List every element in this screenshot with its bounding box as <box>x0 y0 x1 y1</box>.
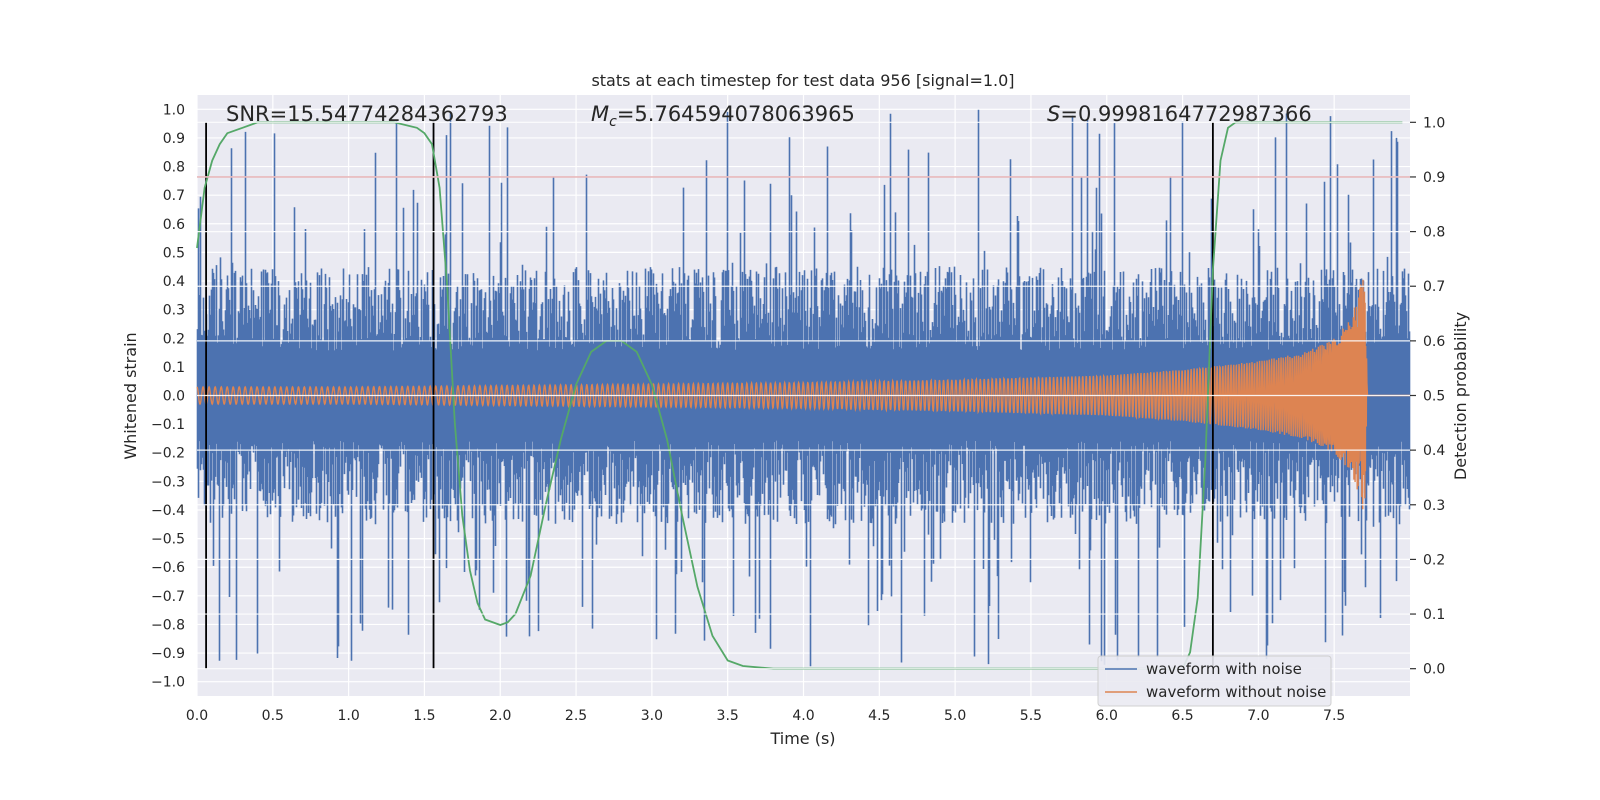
y-tick-label: 0.3 <box>163 303 185 319</box>
x-tick-label: 4.0 <box>792 708 814 724</box>
y-tick-label: −0.1 <box>151 417 185 433</box>
y-right-tick-label: 0.8 <box>1423 225 1445 241</box>
legend-label-signal: waveform without noise <box>1146 683 1326 701</box>
y-tick-label: 0.4 <box>163 274 185 290</box>
y-tick-label: 0.1 <box>163 360 185 376</box>
x-tick-label: 3.5 <box>717 708 739 724</box>
legend-frame <box>1097 655 1332 707</box>
s-value: =0.9998164772987366 <box>1060 102 1311 126</box>
s-symbol: S <box>1047 102 1060 126</box>
y-tick-label: −0.3 <box>151 474 185 490</box>
y-tick-label: 0.2 <box>163 331 185 347</box>
chirp-mass-value: =5.764594078063965 <box>617 102 855 126</box>
x-tick-label: 5.0 <box>944 708 966 724</box>
snr-annotation: SNR=15.54774284362793 <box>226 102 508 126</box>
y-tick-label: 1.0 <box>163 102 185 118</box>
y-right-tick-label: 0.2 <box>1423 552 1445 568</box>
x-tick-label: 7.0 <box>1247 708 1269 724</box>
y-right-tick-label: 0.5 <box>1423 389 1445 405</box>
y-tick-label: −0.4 <box>151 503 185 519</box>
y-tick-label: −0.6 <box>151 560 185 576</box>
y-right-tick-label: 0.1 <box>1423 607 1445 623</box>
s-annotation: S=0.9998164772987366 <box>1047 102 1312 126</box>
x-tick-label: 1.5 <box>413 708 435 724</box>
chart-title: stats at each timestep for test data 956… <box>591 71 1014 90</box>
y-right-axis-label: Detection probability <box>1451 312 1470 480</box>
x-tick-label: 2.5 <box>565 708 587 724</box>
y-right-tick-label: 0.6 <box>1423 334 1445 350</box>
x-axis-label: Time (s) <box>769 729 835 748</box>
chirp-mass-subscript: c <box>609 114 617 130</box>
legend-label-noise: waveform with noise <box>1146 660 1302 678</box>
y-tick-label: −0.2 <box>151 446 185 462</box>
x-tick-label: 0.5 <box>262 708 284 724</box>
y-right-tick-label: 0.0 <box>1423 662 1445 678</box>
y-right-tick-label: 1.0 <box>1423 115 1445 131</box>
y-right-tick-label: 0.9 <box>1423 170 1445 186</box>
y-tick-label: 0.6 <box>163 217 185 233</box>
y-tick-label: 0.9 <box>163 131 185 147</box>
y-right-tick-label: 0.4 <box>1423 443 1445 459</box>
y-tick-label: −1.0 <box>151 675 185 691</box>
y-tick-label: 0.0 <box>163 389 185 405</box>
chirp-mass-annotation: Mc=5.764594078063965 <box>591 102 855 130</box>
x-tick-label: 3.0 <box>641 708 663 724</box>
x-tick-label: 6.0 <box>1096 708 1118 724</box>
x-tick-label: 4.5 <box>868 708 890 724</box>
tick-labels: 0.0 0.5 1.0 1.5 2.0 2.5 3.0 3.5 4.0 4.5 5.0 5.5 6.0 6… <box>151 102 1445 724</box>
y-axis-label: Whitened strain <box>121 332 140 459</box>
y-tick-label: 0.7 <box>163 188 185 204</box>
x-tick-label: 0.0 <box>186 708 208 724</box>
x-tick-label: 5.5 <box>1020 708 1042 724</box>
y-right-tick-label: 0.3 <box>1423 498 1445 514</box>
y-tick-label: −0.8 <box>151 617 185 633</box>
legend: waveform with noise waveform without noi… <box>1097 655 1332 707</box>
x-tick-label: 7.5 <box>1323 708 1345 724</box>
y-tick-label: −0.5 <box>151 532 185 548</box>
x-tick-label: 1.0 <box>337 708 359 724</box>
x-tick-label: 2.0 <box>489 708 511 724</box>
y-right-tick-label: 0.7 <box>1423 279 1445 295</box>
chirp-mass-symbol: M <box>591 102 609 126</box>
y-tick-label: −0.7 <box>151 589 185 605</box>
y-tick-label: 0.8 <box>163 160 185 176</box>
y-tick-label: −0.9 <box>151 646 185 662</box>
y-tick-label: 0.5 <box>163 245 185 261</box>
x-tick-label: 6.5 <box>1171 708 1193 724</box>
